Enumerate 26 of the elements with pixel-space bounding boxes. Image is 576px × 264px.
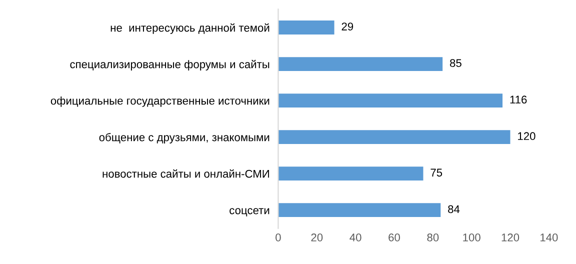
x-tick-label: 100 <box>463 234 480 242</box>
y-tick-label: общение с друзьями, знакомыми <box>99 132 270 144</box>
data-label: 116 <box>510 96 527 104</box>
x-tick-label: 20 <box>311 234 323 242</box>
data-label: 75 <box>430 168 442 177</box>
x-tick-label: 80 <box>427 234 439 242</box>
data-label: 84 <box>448 205 460 214</box>
data-label: 29 <box>342 22 354 30</box>
bar <box>278 57 443 71</box>
bar <box>278 20 334 34</box>
data-label: 85 <box>450 59 462 68</box>
y-tick-label: соцсети <box>230 208 270 216</box>
bar <box>278 94 503 108</box>
y-tick-label: специализированные форумы и сайты <box>70 60 270 70</box>
bar <box>278 130 510 144</box>
data-label: 120 <box>518 132 536 140</box>
bar <box>278 203 441 218</box>
x-tick-label: 60 <box>388 234 400 242</box>
x-tick-label: 120 <box>502 234 520 242</box>
y-tick-label: не интересуюсь данной темой <box>110 23 270 34</box>
x-tick-label: 40 <box>350 234 362 242</box>
x-tick-label: 0 <box>276 234 281 242</box>
y-tick-label: официальные государственные источники <box>50 96 270 107</box>
x-tick-label: 140 <box>540 234 558 242</box>
y-tick-label: новостные сайты и онлайн-СМИ <box>102 169 269 178</box>
bar <box>278 166 424 181</box>
